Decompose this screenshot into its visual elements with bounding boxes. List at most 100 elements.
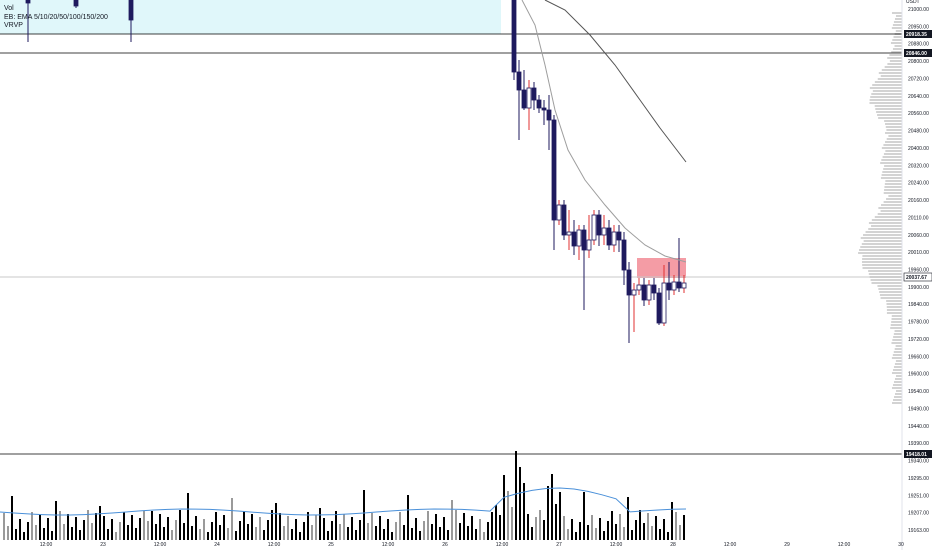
- volume-bar: [483, 532, 485, 540]
- time-tick-label: 12:00: [382, 542, 395, 548]
- volume-bar: [475, 529, 477, 540]
- legend-ema[interactable]: EB: EMA 5/10/20/50/100/150/200: [4, 13, 108, 21]
- vrvp-bar: [863, 240, 902, 242]
- volume-bar: [167, 517, 169, 540]
- volume-bar: [75, 517, 77, 540]
- vrvp-bar: [884, 66, 902, 68]
- volume-bar: [215, 512, 217, 540]
- volume-bar: [643, 523, 645, 540]
- volume-bar: [431, 524, 433, 540]
- volume-bar: [55, 501, 57, 540]
- time-tick-label: 25: [328, 542, 334, 548]
- volume-bar: [223, 515, 225, 540]
- price-tick-label: 19720.00: [908, 337, 929, 343]
- indicator-legend: Vol EB: EMA 5/10/20/50/100/150/200 VRVP: [4, 5, 108, 31]
- volume-bar: [95, 513, 97, 540]
- vrvp-bar: [877, 114, 902, 116]
- volume-bar: [175, 520, 177, 540]
- vrvp-bar: [886, 129, 902, 131]
- volume-bar: [191, 526, 193, 540]
- price-tick-label: 19840.00: [908, 302, 929, 308]
- volume-bar: [607, 521, 609, 540]
- legend-volume[interactable]: Vol: [4, 5, 14, 12]
- volume-bar: [663, 519, 665, 540]
- volume-bar: [591, 515, 593, 540]
- volume-bar: [523, 483, 525, 540]
- volume-bar: [59, 511, 61, 540]
- vrvp-bar: [862, 267, 902, 269]
- legend-vrvp[interactable]: VRVP: [4, 22, 23, 29]
- vrvp-bar: [885, 126, 902, 128]
- volume-bar: [271, 510, 273, 540]
- vrvp-bar: [859, 249, 902, 251]
- volume-bar: [15, 529, 17, 540]
- candle-body: [636, 284, 642, 291]
- vrvp-bar: [862, 264, 902, 266]
- price-tick-label: 20060.00: [908, 233, 929, 239]
- volume-bar: [267, 520, 269, 540]
- volume-bar: [171, 530, 173, 540]
- volume-bar: [375, 526, 377, 540]
- volume-bar: [195, 516, 197, 540]
- volume-bar: [495, 505, 497, 540]
- vrvp-bar: [887, 63, 902, 65]
- vrvp-bar: [886, 309, 902, 311]
- vrvp-bar: [861, 243, 902, 245]
- vrvp-bar: [891, 357, 902, 359]
- volume-bar: [239, 521, 241, 540]
- vrvp-bar: [890, 327, 902, 329]
- vrvp-bar: [888, 195, 902, 197]
- candle-body: [561, 204, 567, 236]
- volume-bar: [259, 517, 261, 540]
- vrvp-bar: [891, 402, 902, 404]
- price-label-text: 20846.00: [906, 51, 927, 57]
- price-tick-label: 19390.00: [908, 441, 929, 447]
- price-tick-label: 19163.00: [908, 528, 929, 534]
- vrvp-bar: [881, 147, 902, 149]
- vrvp-bar: [895, 30, 902, 32]
- candle-body: [511, 0, 517, 73]
- vrvp-bar: [868, 273, 902, 275]
- volume-bar: [135, 528, 137, 540]
- time-tick-label: 24: [214, 542, 220, 548]
- volume-bar: [351, 517, 353, 540]
- vrvp-bar: [871, 93, 902, 95]
- vrvp-bar: [891, 51, 902, 53]
- price-tick-label: 20720.00: [908, 76, 929, 82]
- vrvp-bar: [875, 108, 902, 110]
- candle-body: [571, 231, 577, 247]
- volume-bar: [543, 520, 545, 540]
- volume-bar: [143, 511, 145, 540]
- supply-zone: [637, 258, 686, 278]
- volume-bar: [467, 526, 469, 540]
- volume-bar: [555, 504, 557, 540]
- vrvp-bar: [880, 162, 902, 164]
- volume-bar: [463, 513, 465, 540]
- vrvp-bar: [886, 198, 902, 200]
- volume-ma-line: [0, 487, 687, 516]
- volume-bar: [439, 527, 441, 540]
- vrvp-bar: [895, 345, 902, 347]
- vrvp-bar: [882, 156, 902, 158]
- volume-bar: [387, 519, 389, 540]
- volume-bar: [319, 508, 321, 540]
- vrvp-bar: [886, 312, 902, 314]
- price-label-text: 20918.35: [906, 32, 927, 38]
- time-tick-label: 27: [556, 542, 562, 548]
- candle-body: [531, 87, 537, 101]
- candle-body: [566, 231, 572, 236]
- vrvp-bar: [894, 45, 902, 47]
- price-tick-label: 20800.00: [908, 59, 929, 65]
- volume-bar: [179, 510, 181, 540]
- volume-bar: [427, 511, 429, 540]
- vrvp-bar: [894, 18, 902, 20]
- vrvp-bar: [878, 117, 902, 119]
- volume-bar: [447, 530, 449, 540]
- highlight-zone: [0, 0, 501, 34]
- vrvp-bar: [868, 270, 902, 272]
- volume-bar: [399, 512, 401, 540]
- volume-bar: [583, 492, 585, 540]
- vrvp-bar: [884, 183, 902, 185]
